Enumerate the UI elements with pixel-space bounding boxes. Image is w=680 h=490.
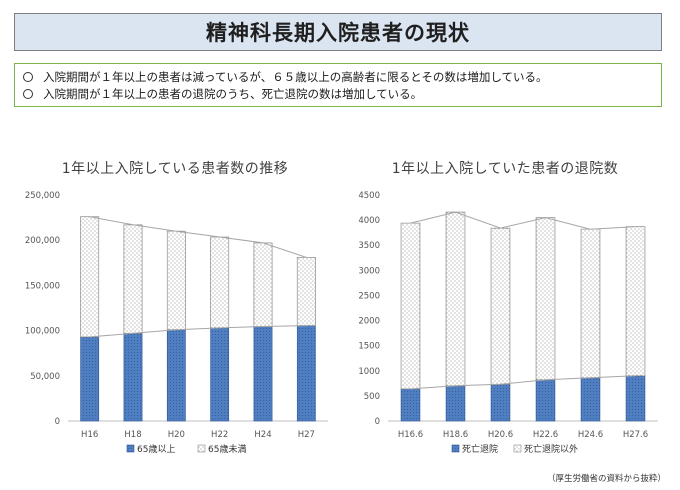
- bar-segment-upper: [80, 216, 100, 338]
- y-tick-label: 250,000: [25, 191, 60, 201]
- x-tick-label: H16: [81, 430, 98, 440]
- bar-segment-lower: [490, 384, 511, 422]
- x-tick-label: H24.6: [578, 430, 603, 440]
- source-note: （厚生労働省の資料から抜粋）: [546, 474, 666, 484]
- y-tick-label: 150,000: [25, 281, 60, 291]
- bar-segment-lower: [580, 377, 601, 422]
- bar-segment-upper: [535, 217, 556, 381]
- summary-line: 入院期間が１年以上の患者の退院のうち、死亡退院の数は増加している。: [23, 85, 653, 102]
- page-title-box: 精神科長期入院患者の現状: [14, 13, 662, 51]
- x-tick-label: H16.6: [398, 430, 423, 440]
- bar-segment-upper: [580, 228, 601, 379]
- bar-segment-upper: [296, 257, 316, 326]
- legend-swatch: [197, 444, 206, 453]
- bar-segment-lower: [400, 388, 421, 422]
- discharge-count-chart: 1年以上入院していた患者の退院数 0 500 1000 1500 2000 2500 300…: [340, 150, 670, 465]
- y-tick-label: 1500: [358, 342, 380, 352]
- legend-label: 65歳以上: [137, 443, 175, 455]
- y-tick-label: 0: [55, 417, 60, 427]
- bar-segment-lower: [253, 326, 273, 422]
- summary-box: 入院期間が１年以上の患者は減っているが、６５歳以上の高齢者に限るとその数は増加し…: [14, 63, 662, 107]
- x-tick-label: H24: [254, 430, 271, 440]
- trend-line-upper: [89, 216, 307, 258]
- y-tick-label: 50,000: [30, 372, 60, 382]
- legend-swatch: [451, 444, 460, 453]
- x-tick-label: H20.6: [488, 430, 513, 440]
- y-tick-label: 4500: [358, 191, 380, 201]
- x-tick-label: H22.6: [533, 430, 558, 440]
- y-tick-label: 500: [364, 392, 380, 402]
- chart-canvas: 0 500 1000 1500 2000 2500 3000 3500 4000 4500 H16.…: [358, 191, 658, 455]
- y-tick-label: 100,000: [25, 327, 60, 337]
- bar-segment-lower: [535, 379, 556, 422]
- x-tick-label: H22: [211, 430, 228, 440]
- bar-segment-upper: [166, 230, 186, 331]
- legend-swatch: [126, 444, 135, 453]
- summary-line: 入院期間が１年以上の患者は減っているが、６５歳以上の高齢者に限るとその数は増加し…: [23, 68, 653, 85]
- bar-segment-lower: [445, 385, 466, 422]
- legend-label: 死亡退院: [462, 443, 498, 455]
- y-tick-label: 2000: [358, 317, 380, 327]
- legend-swatch: [513, 444, 522, 453]
- trend-line-lower: [410, 375, 636, 390]
- bar-segment-upper: [445, 211, 466, 387]
- bar-segment-lower: [296, 325, 316, 422]
- legend-label: 65歳未満: [208, 443, 246, 455]
- y-tick-label: 2500: [358, 291, 380, 301]
- chart-title: 1年以上入院している患者数の推移: [61, 161, 289, 177]
- x-tick-label: H27.6: [623, 430, 648, 440]
- y-tick-label: 3000: [358, 266, 380, 276]
- bar-segment-upper: [210, 236, 230, 329]
- page-title: 精神科長期入院患者の現状: [206, 21, 470, 45]
- y-tick-label: 200,000: [25, 236, 60, 246]
- y-tick-label: 0: [375, 417, 380, 427]
- summary-text: 入院期間が１年以上の患者の退院のうち、死亡退院の数は増加している。: [43, 86, 423, 101]
- legend-label: 死亡退院以外: [524, 443, 578, 455]
- bar-segment-lower: [123, 333, 143, 422]
- x-tick-label: H20: [168, 430, 185, 440]
- bar-segment-lower: [166, 329, 186, 422]
- circle-bullet-icon: [23, 88, 33, 99]
- bar-segment-lower: [625, 375, 646, 422]
- x-tick-label: H27: [298, 430, 315, 440]
- bar-segment-upper: [123, 224, 143, 334]
- bar-segment-upper: [490, 227, 511, 385]
- circle-bullet-icon: [23, 71, 33, 82]
- x-tick-label: H18.6: [443, 430, 468, 440]
- chart-canvas: 0 50,000 100,000 150,000 200,000 250,000 H16 H1…: [25, 191, 328, 455]
- bar-segment-upper: [253, 242, 273, 327]
- y-tick-label: 3500: [358, 241, 380, 251]
- inpatient-count-chart: 1年以上入院している患者数の推移 0 50,000 100,000 150,000 20…: [10, 150, 340, 465]
- bar-segment-lower: [80, 336, 100, 422]
- y-tick-label: 4000: [358, 216, 380, 226]
- bar-segment-lower: [210, 327, 230, 422]
- x-tick-label: H18: [124, 430, 141, 440]
- chart-title: 1年以上入院していた患者の退院数: [391, 161, 619, 177]
- summary-text: 入院期間が１年以上の患者は減っているが、６５歳以上の高齢者に限るとその数は増加し…: [43, 69, 548, 84]
- trend-line-lower: [89, 325, 307, 338]
- bar-segment-upper: [625, 226, 646, 377]
- y-tick-label: 1000: [358, 367, 380, 377]
- bar-segment-upper: [400, 222, 421, 390]
- trend-line-upper: [410, 211, 636, 230]
